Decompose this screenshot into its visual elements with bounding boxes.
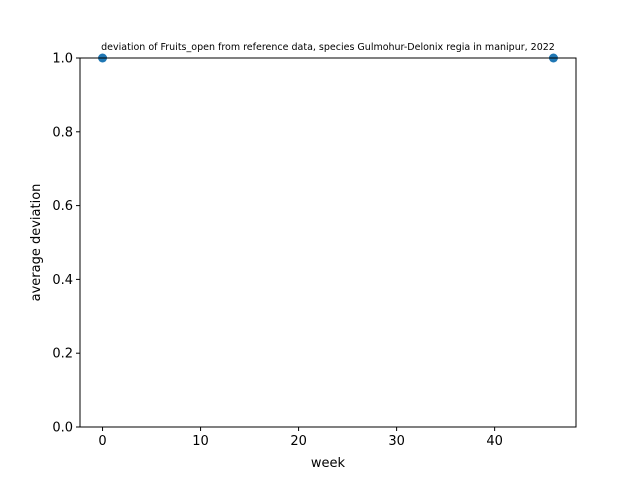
x-tick-label: 0	[98, 434, 106, 449]
x-axis: 0 10 20 30 40	[98, 427, 503, 449]
x-tick-label: 30	[388, 434, 405, 449]
y-axis: 0.0 0.2 0.4 0.6 0.8 1.0	[52, 52, 80, 436]
x-tick-label: 20	[290, 434, 307, 449]
y-tick-label: 1.0	[52, 52, 73, 67]
x-tick-label: 40	[486, 434, 503, 449]
x-axis-label: week	[311, 456, 346, 471]
x-tick-label: 10	[192, 434, 209, 449]
y-tick-label: 0.6	[52, 199, 73, 214]
plot-area-frame	[79, 57, 577, 428]
y-axis-label: average deviation	[29, 184, 44, 302]
y-tick-label: 0.8	[52, 125, 73, 140]
chart-title: deviation of Fruits_open from reference …	[101, 42, 555, 53]
y-tick-label: 0.4	[52, 273, 73, 288]
y-tick-label: 0.2	[52, 347, 73, 362]
y-tick-label: 0.0	[52, 421, 73, 436]
